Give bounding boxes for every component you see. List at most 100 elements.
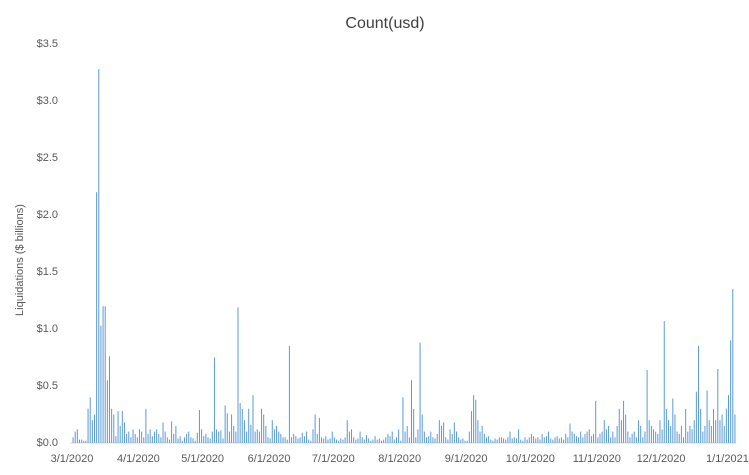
bar [123, 422, 125, 443]
bar [492, 440, 494, 443]
bar [462, 438, 464, 443]
bar [194, 440, 196, 443]
bar [691, 429, 693, 443]
bar [539, 439, 541, 443]
bar [136, 437, 138, 443]
bar [415, 437, 417, 443]
bar [134, 433, 136, 443]
bar [567, 437, 569, 443]
bar [106, 380, 108, 443]
bar [605, 429, 607, 443]
bar [616, 425, 618, 443]
bar [295, 436, 297, 443]
bar [717, 368, 719, 443]
bar [263, 414, 265, 443]
bar [198, 409, 200, 443]
bar [261, 408, 263, 443]
bar [642, 437, 644, 443]
bar [301, 432, 303, 443]
y-tick-label: $1.0 [37, 323, 58, 335]
bar [723, 425, 725, 443]
bar [661, 429, 663, 443]
bar [421, 414, 423, 443]
bar [378, 438, 380, 443]
bar [638, 420, 640, 443]
x-tick-label: 3/1/2020 [51, 453, 94, 465]
bar [160, 437, 162, 443]
bar [507, 437, 509, 443]
bar [158, 433, 160, 443]
bar [580, 431, 582, 443]
bar [141, 431, 143, 443]
bar [250, 424, 252, 443]
bar [340, 438, 342, 443]
bar [702, 431, 704, 443]
x-tick-label: 4/1/2020 [117, 453, 160, 465]
bar [440, 425, 442, 443]
bar [494, 438, 496, 443]
bar [475, 399, 477, 443]
bar [436, 433, 438, 443]
bar [428, 436, 430, 443]
bar [520, 439, 522, 443]
bar [419, 342, 421, 443]
bar [389, 436, 391, 443]
bar [267, 437, 269, 443]
bar [336, 439, 338, 443]
bar [659, 420, 661, 443]
bar [363, 439, 365, 443]
bar [299, 437, 301, 443]
bar [374, 436, 376, 443]
bar [372, 439, 374, 443]
bar [306, 431, 308, 443]
bar [316, 433, 318, 443]
bar [505, 439, 507, 443]
bar [370, 440, 372, 443]
bar [526, 439, 528, 443]
bar [222, 438, 224, 443]
bar [458, 437, 460, 443]
bar [518, 429, 520, 443]
bar [211, 431, 213, 443]
bar [93, 414, 95, 443]
bar [406, 425, 408, 443]
bar [196, 432, 198, 443]
bar [188, 431, 190, 443]
bar [355, 439, 357, 443]
bar [721, 414, 723, 443]
bar [138, 429, 140, 443]
bar [218, 431, 220, 443]
bar [291, 437, 293, 443]
bar [678, 433, 680, 443]
bar [646, 370, 648, 443]
bar [87, 408, 89, 443]
bar [353, 437, 355, 443]
bar [265, 425, 267, 443]
bar [147, 433, 149, 443]
bar [571, 431, 573, 443]
x-tick-label: 11/1/2020 [573, 453, 621, 465]
x-tick-label: 5/1/2020 [181, 453, 224, 465]
bar [635, 437, 637, 443]
x-tick-label: 12/1/2020 [637, 453, 686, 465]
bar [387, 433, 389, 443]
bar [156, 429, 158, 443]
bar [554, 437, 556, 443]
bar [560, 437, 562, 443]
bar [608, 425, 610, 443]
bar [224, 405, 226, 443]
bar [543, 437, 545, 443]
bar [537, 437, 539, 443]
bar [704, 425, 706, 443]
bar [470, 411, 472, 443]
bar [455, 431, 457, 443]
bar [286, 439, 288, 443]
y-tick-label: $3.0 [37, 95, 58, 107]
bar [620, 420, 622, 443]
bar [166, 437, 168, 443]
bar [76, 429, 78, 443]
bar [171, 421, 173, 443]
bar [644, 431, 646, 443]
bar [228, 431, 230, 443]
